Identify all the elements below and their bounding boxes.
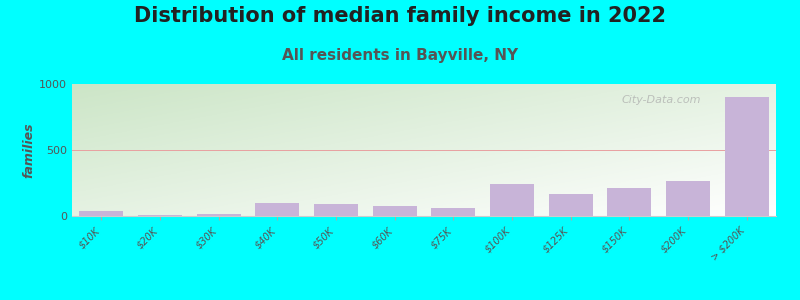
Y-axis label: families: families — [22, 122, 35, 178]
Bar — [490, 184, 534, 216]
Text: City-Data.com: City-Data.com — [621, 94, 701, 105]
Bar — [255, 203, 299, 216]
Bar — [314, 204, 358, 216]
Bar — [373, 206, 417, 216]
Text: All residents in Bayville, NY: All residents in Bayville, NY — [282, 48, 518, 63]
Bar — [431, 208, 475, 216]
Bar — [138, 215, 182, 216]
Bar — [549, 194, 593, 216]
Bar — [79, 212, 123, 216]
Bar — [607, 188, 651, 216]
Bar — [725, 97, 769, 216]
Bar — [197, 214, 241, 216]
Bar — [666, 181, 710, 216]
Text: Distribution of median family income in 2022: Distribution of median family income in … — [134, 6, 666, 26]
